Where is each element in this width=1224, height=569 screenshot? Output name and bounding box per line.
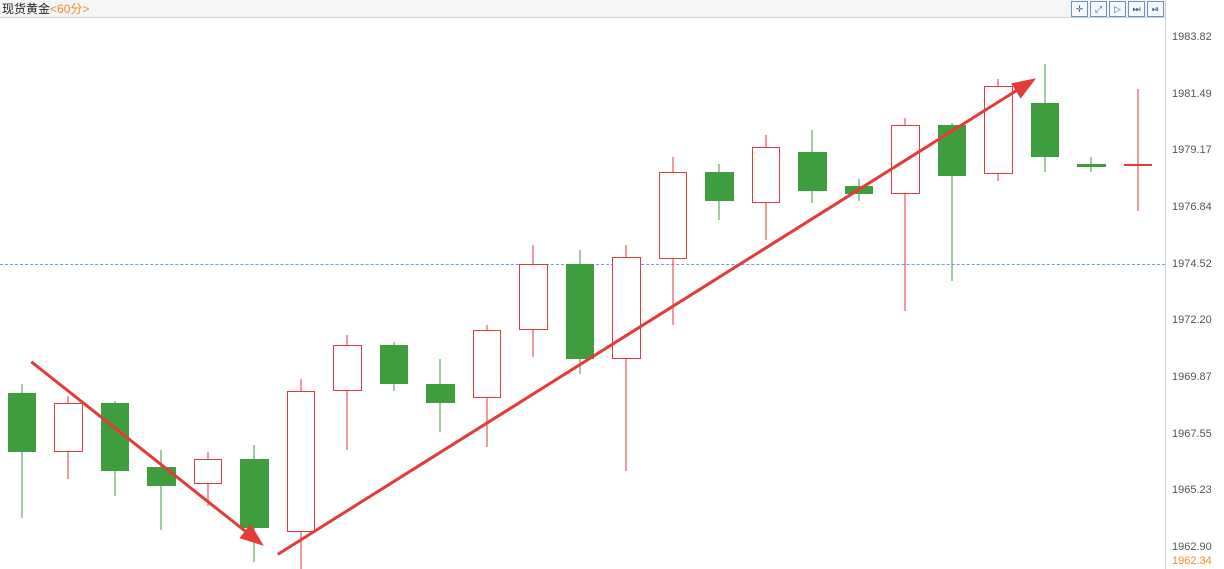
candle[interactable] [984,18,1013,569]
y-axis-label: 1974.52 [1172,258,1212,270]
candle-body [705,172,734,201]
y-axis: 1983.82 1981.49 1979.17 1976.84 1974.52 1972.… [1165,0,1224,569]
candle-body [101,403,130,471]
candle-body [287,391,316,532]
y-axis-label: 1965.23 [1172,484,1212,496]
tool-zoom-icon[interactable]: ⤢ [1090,1,1107,17]
candle[interactable] [8,18,37,569]
candle[interactable] [426,18,455,569]
candle-body [473,330,502,398]
candle[interactable] [101,18,130,569]
candle[interactable] [1077,18,1106,569]
candle-body [752,147,781,203]
candle[interactable] [333,18,362,569]
candle-body [380,345,409,384]
candle-body [891,125,920,193]
candle-body [1031,103,1060,157]
candle[interactable] [147,18,176,569]
candle-body [519,264,548,330]
candle[interactable] [54,18,83,569]
candle-body [1124,164,1153,166]
candle-body [147,467,176,487]
tool-play-icon[interactable]: ▷ [1109,1,1126,17]
tool-crosshair-icon[interactable]: ✛ [1071,1,1088,17]
candle-body [333,345,362,391]
tool-last-icon[interactable]: ⏯ [1147,1,1164,17]
instrument-name: 现货黄金 [2,2,50,16]
chart-toolbar: ✛ ⤢ ▷ ⏭ ⏯ [1071,1,1164,17]
candle[interactable] [519,18,548,569]
tool-step-icon[interactable]: ⏭ [1128,1,1145,17]
candle[interactable] [1031,18,1060,569]
chart-title-bar: 现货黄金<60分> [0,0,1165,18]
candle[interactable] [938,18,967,569]
candle-body [845,186,874,193]
y-axis-label: 1969.87 [1172,371,1212,383]
y-axis-label: 1962.90 [1172,541,1212,553]
chart-plot-area[interactable] [0,18,1165,569]
y-axis-label: 1981.49 [1172,88,1212,100]
candle-body [984,86,1013,174]
candle[interactable] [473,18,502,569]
candle-body [426,384,455,404]
candle[interactable] [1124,18,1153,569]
candle-body [938,125,967,176]
candle[interactable] [891,18,920,569]
y-axis-label: 1967.55 [1172,428,1212,440]
candle-body [1077,164,1106,166]
candle[interactable] [798,18,827,569]
candle-wick [161,450,162,530]
chart-period: <60分> [50,2,89,16]
candle[interactable] [705,18,734,569]
candle[interactable] [659,18,688,569]
candle-body [659,172,688,260]
candle[interactable] [566,18,595,569]
candle[interactable] [240,18,269,569]
y-axis-label: 1972.20 [1172,314,1212,326]
candle[interactable] [194,18,223,569]
candle-body [194,459,223,483]
y-axis-label: 1976.84 [1172,201,1212,213]
candle[interactable] [287,18,316,569]
candle[interactable] [845,18,874,569]
candle-body [612,257,641,359]
candle[interactable] [380,18,409,569]
y-axis-label: 1979.17 [1172,144,1212,156]
candle-body [798,152,827,191]
candle-body [240,459,269,527]
y-axis-label: 1983.82 [1172,31,1212,43]
candle[interactable] [752,18,781,569]
candle-body [566,264,595,359]
candle-body [54,403,83,452]
y-axis-label-highlight: 1962.34 [1172,555,1212,567]
candle[interactable] [612,18,641,569]
candle-wick [1137,89,1138,211]
candle-body [8,393,37,452]
